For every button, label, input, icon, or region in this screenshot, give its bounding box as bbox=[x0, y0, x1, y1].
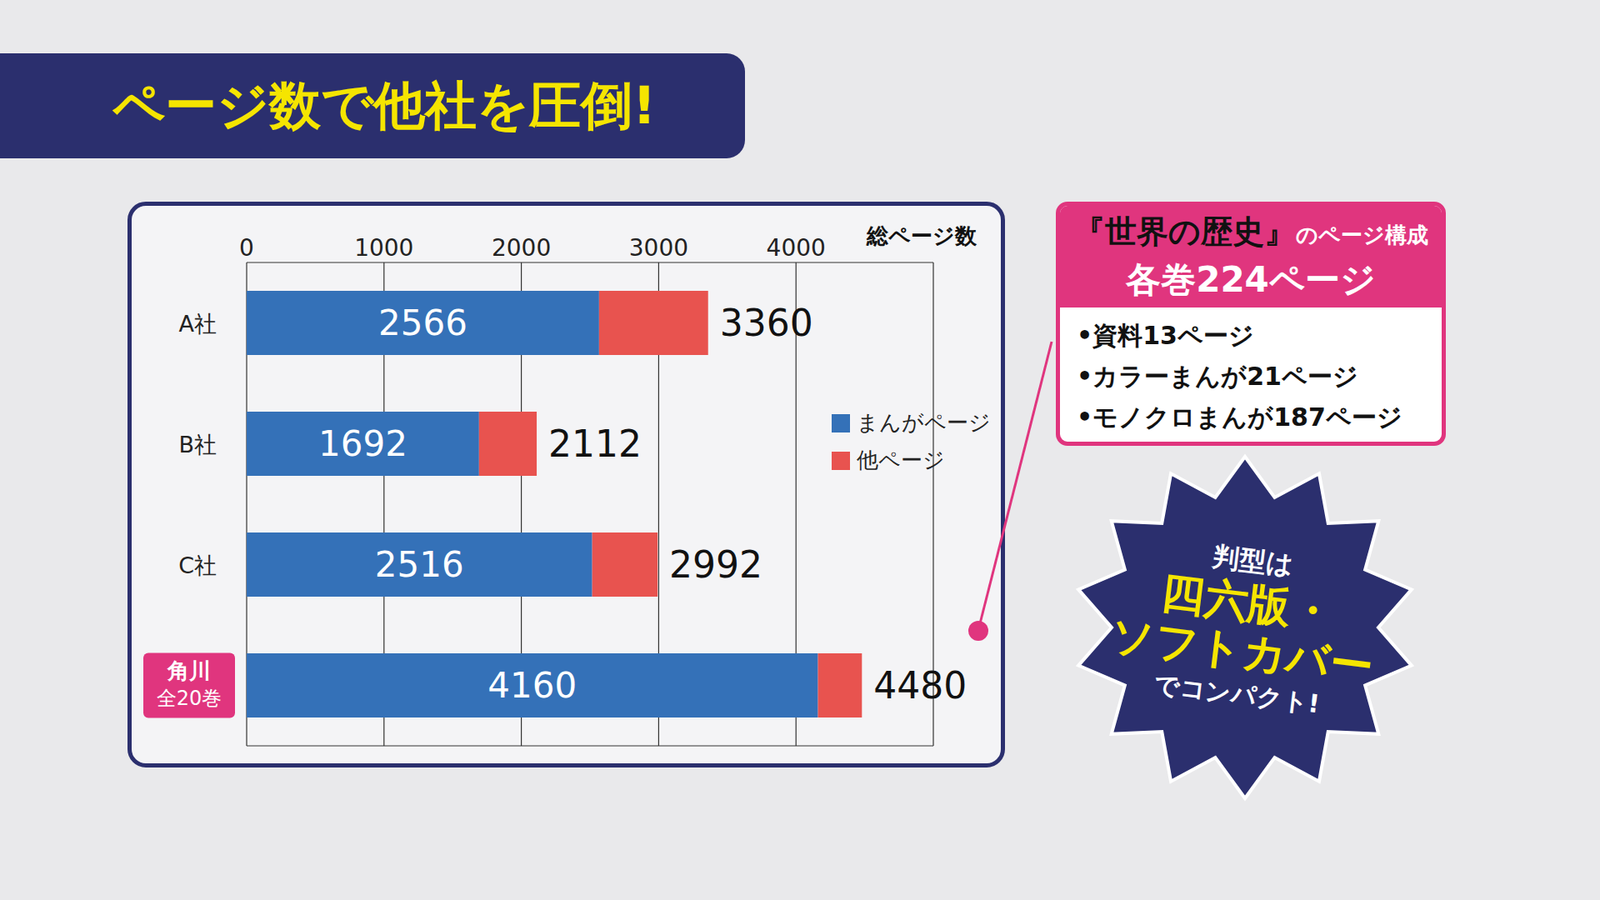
html-text:•カラーまんが21ページ: •カラーまんが21ページ bbox=[1076, 361, 1359, 391]
svg-text:角川: 角川 bbox=[166, 658, 211, 684]
html-text:まんがページ: まんがページ bbox=[856, 410, 991, 435]
svg-text:1000: 1000 bbox=[354, 234, 414, 262]
svg-text:0: 0 bbox=[239, 234, 255, 262]
svg-text:B社: B社 bbox=[178, 431, 217, 458]
html-text:総ページ数: 総ページ数 bbox=[866, 223, 977, 249]
svg-text:1692: 1692 bbox=[318, 423, 408, 465]
html-text:他ページ: 他ページ bbox=[856, 447, 945, 473]
svg-text:2112: 2112 bbox=[548, 422, 642, 465]
html-text:『世界の歴史』のページ構成: 『世界の歴史』のページ構成 bbox=[1073, 212, 1429, 250]
svg-text:4160: 4160 bbox=[487, 665, 577, 706]
svg-text:2000: 2000 bbox=[491, 234, 551, 262]
svg-text:C社: C社 bbox=[178, 552, 217, 579]
svg-text:3360: 3360 bbox=[720, 301, 814, 345]
html-text:でコンパクト!: でコンパクト! bbox=[1152, 669, 1322, 719]
html-text:各巻224ページ: 各巻224ページ bbox=[1126, 258, 1376, 300]
svg-text:2516: 2516 bbox=[375, 544, 465, 585]
svg-text:4480: 4480 bbox=[873, 664, 967, 707]
svg-text:A社: A社 bbox=[179, 310, 217, 337]
html-text:判型は: 判型は bbox=[1211, 540, 1296, 582]
html-text:•モノクロまんが187ページ: •モノクロまんが187ページ bbox=[1076, 402, 1403, 432]
svg-text:4000: 4000 bbox=[766, 234, 826, 262]
svg-text:2992: 2992 bbox=[669, 543, 763, 586]
svg-text:3000: 3000 bbox=[629, 234, 689, 262]
svg-text:全20巻: 全20巻 bbox=[156, 686, 223, 710]
html-text:ソフトカバー: ソフトカバー bbox=[1108, 609, 1377, 692]
html-text:•資料13ページ: •資料13ページ bbox=[1076, 320, 1255, 350]
html-text:四六版・: 四六版・ bbox=[1158, 567, 1338, 639]
html-text:ページ数で他社を圧倒!: ページ数で他社を圧倒! bbox=[112, 75, 657, 136]
svg-text:2566: 2566 bbox=[378, 302, 468, 344]
